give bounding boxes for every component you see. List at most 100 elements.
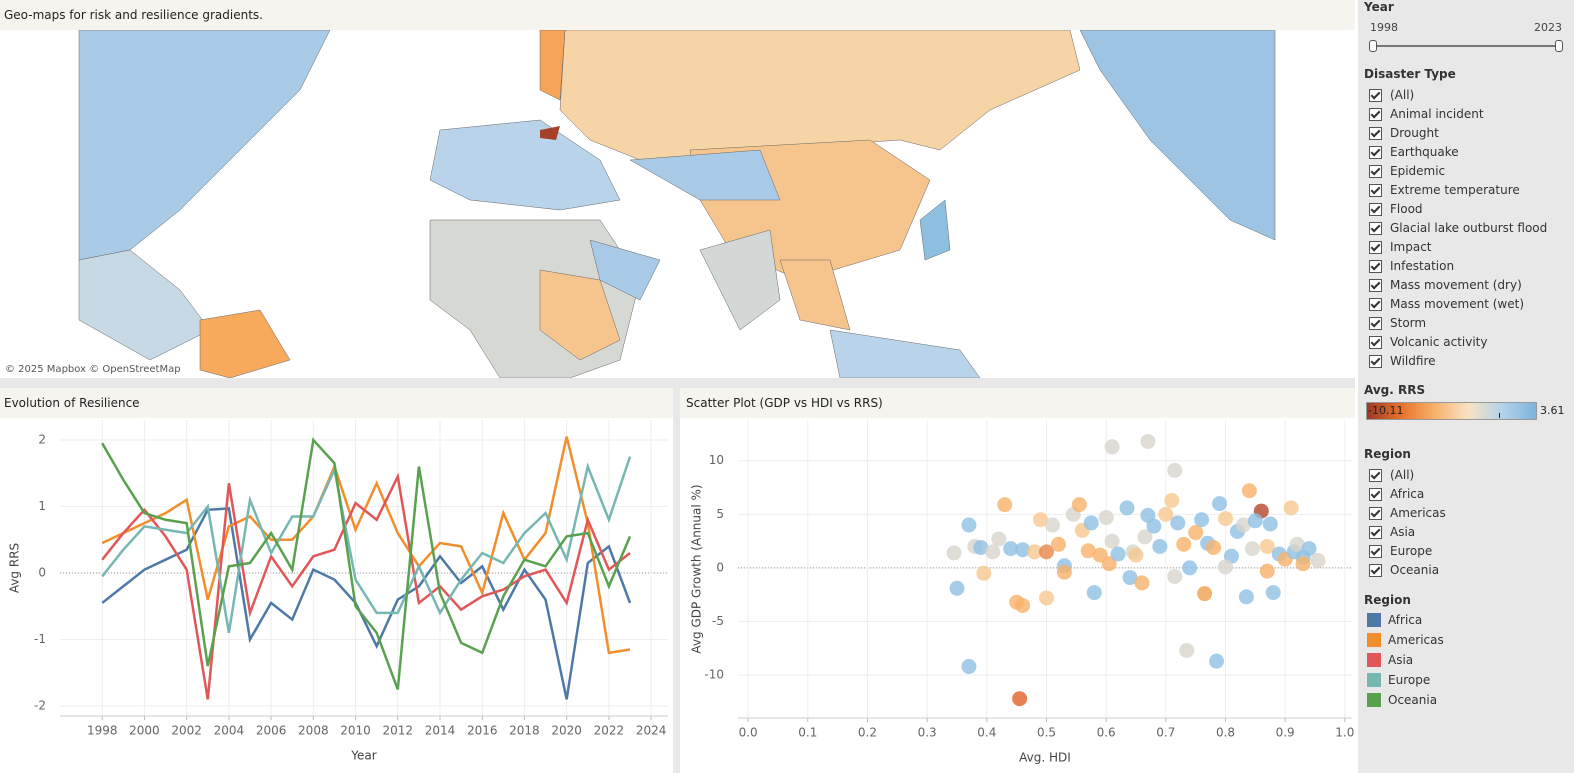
filter-option[interactable]: (All)	[1358, 86, 1574, 105]
y-axis-title: Avg GDP Growth (Annual %)	[690, 484, 704, 653]
checkbox[interactable]	[1369, 355, 1382, 368]
checkbox[interactable]	[1369, 317, 1382, 330]
scatter-point	[1071, 497, 1087, 513]
x-axis-title: Year	[350, 749, 376, 763]
scatter-point	[946, 545, 962, 561]
series-line	[101, 436, 631, 655]
checkbox[interactable]	[1369, 222, 1382, 235]
checkbox[interactable]	[1369, 279, 1382, 292]
checkbox[interactable]	[1369, 260, 1382, 273]
series-line	[101, 456, 632, 634]
scatter-point	[1238, 589, 1254, 605]
x-tick-label: 0.0	[739, 726, 758, 740]
checkbox[interactable]	[1369, 469, 1382, 482]
filter-option[interactable]: Mass movement (wet)	[1358, 295, 1574, 314]
year-slider[interactable]	[1372, 45, 1562, 47]
scatter-point	[1119, 500, 1135, 516]
scatter-point	[1056, 564, 1072, 580]
panel-title: Evolution of Resilience	[0, 388, 673, 418]
y-tick-label: 0	[716, 560, 724, 574]
checkbox[interactable]	[1369, 184, 1382, 197]
divider	[673, 388, 680, 773]
filter-option[interactable]: Drought	[1358, 124, 1574, 143]
scatter-point	[1104, 533, 1120, 549]
scatter-point	[1235, 517, 1251, 533]
checkbox[interactable]	[1369, 89, 1382, 102]
scatter-point	[1137, 529, 1153, 545]
option-label: Earthquake	[1390, 145, 1459, 159]
x-tick-label: 1998	[87, 724, 118, 738]
checkbox[interactable]	[1369, 488, 1382, 501]
filter-option[interactable]: Animal incident	[1358, 105, 1574, 124]
filter-title: Region	[1364, 447, 1411, 461]
scatter-point	[991, 531, 1007, 547]
legend-item[interactable]: Africa	[1358, 610, 1574, 630]
checkbox[interactable]	[1369, 108, 1382, 121]
filter-option[interactable]: (All)	[1358, 466, 1574, 485]
checkbox[interactable]	[1369, 146, 1382, 159]
filter-option[interactable]: Oceania	[1358, 561, 1574, 580]
filter-option[interactable]: Volcanic activity	[1358, 333, 1574, 352]
slider-handle[interactable]	[1369, 40, 1377, 52]
legend-item[interactable]: Asia	[1358, 650, 1574, 670]
legend-swatch	[1367, 613, 1381, 627]
legend-swatch	[1367, 633, 1381, 647]
checkbox[interactable]	[1369, 165, 1382, 178]
slider-handle[interactable]	[1555, 40, 1563, 52]
legend-label: Oceania	[1388, 692, 1438, 707]
filter-option[interactable]: Africa	[1358, 485, 1574, 504]
scatter-point	[1104, 439, 1120, 455]
filter-option[interactable]: Asia	[1358, 523, 1574, 542]
legend-item[interactable]: Europe	[1358, 670, 1574, 690]
filter-option[interactable]: Glacial lake outburst flood	[1358, 219, 1574, 238]
filter-option[interactable]: Impact	[1358, 238, 1574, 257]
y-tick-label: 0	[38, 565, 46, 579]
sidebar: Year 1998 2023 Disaster Type (All) Animal…	[1358, 0, 1574, 773]
checkbox[interactable]	[1369, 203, 1382, 216]
filter-option[interactable]: Americas	[1358, 504, 1574, 523]
scatter-point	[1146, 518, 1162, 534]
scatter-point	[1197, 586, 1213, 602]
scatter-point	[1244, 541, 1260, 557]
filter-option[interactable]: Mass movement (dry)	[1358, 276, 1574, 295]
checkbox[interactable]	[1369, 127, 1382, 140]
checkbox[interactable]	[1369, 241, 1382, 254]
x-tick-label: 2000	[129, 724, 160, 738]
filter-option[interactable]: Extreme temperature	[1358, 181, 1574, 200]
y-axis-title: Avg RRS	[8, 543, 22, 593]
checkbox[interactable]	[1369, 564, 1382, 577]
x-tick-label: 2002	[171, 724, 202, 738]
year-max: 2023	[1534, 21, 1562, 34]
scatter-point	[1218, 559, 1234, 575]
option-label: Animal incident	[1390, 107, 1484, 121]
scatter-point	[1086, 585, 1102, 601]
filter-option[interactable]: Earthquake	[1358, 143, 1574, 162]
scatter-point	[997, 497, 1013, 513]
filter-option[interactable]: Infestation	[1358, 257, 1574, 276]
checkbox[interactable]	[1369, 298, 1382, 311]
scatter-point	[1295, 556, 1311, 572]
color-ramp	[1366, 402, 1537, 420]
x-tick-label: 2016	[467, 724, 498, 738]
divider	[0, 378, 1355, 388]
checkbox[interactable]	[1369, 336, 1382, 349]
filter-option[interactable]: Europe	[1358, 542, 1574, 561]
scatter-point	[1027, 544, 1043, 560]
ramp-min: -10.11	[1368, 404, 1404, 417]
checkbox[interactable]	[1369, 545, 1382, 558]
legend-item[interactable]: Americas	[1358, 630, 1574, 650]
filter-option[interactable]: Flood	[1358, 200, 1574, 219]
filter-option[interactable]: Storm	[1358, 314, 1574, 333]
y-tick-label: 5	[716, 507, 724, 521]
filter-option[interactable]: Wildfire	[1358, 352, 1574, 371]
scatter-point	[1310, 552, 1326, 568]
checkbox[interactable]	[1369, 507, 1382, 520]
scatter-point	[1170, 515, 1186, 531]
scatter-point	[1167, 462, 1183, 478]
filter-option[interactable]: Epidemic	[1358, 162, 1574, 181]
scatter-point	[1289, 536, 1305, 552]
scatter-point	[1140, 433, 1156, 449]
legend-item[interactable]: Oceania	[1358, 690, 1574, 710]
checkbox[interactable]	[1369, 526, 1382, 539]
